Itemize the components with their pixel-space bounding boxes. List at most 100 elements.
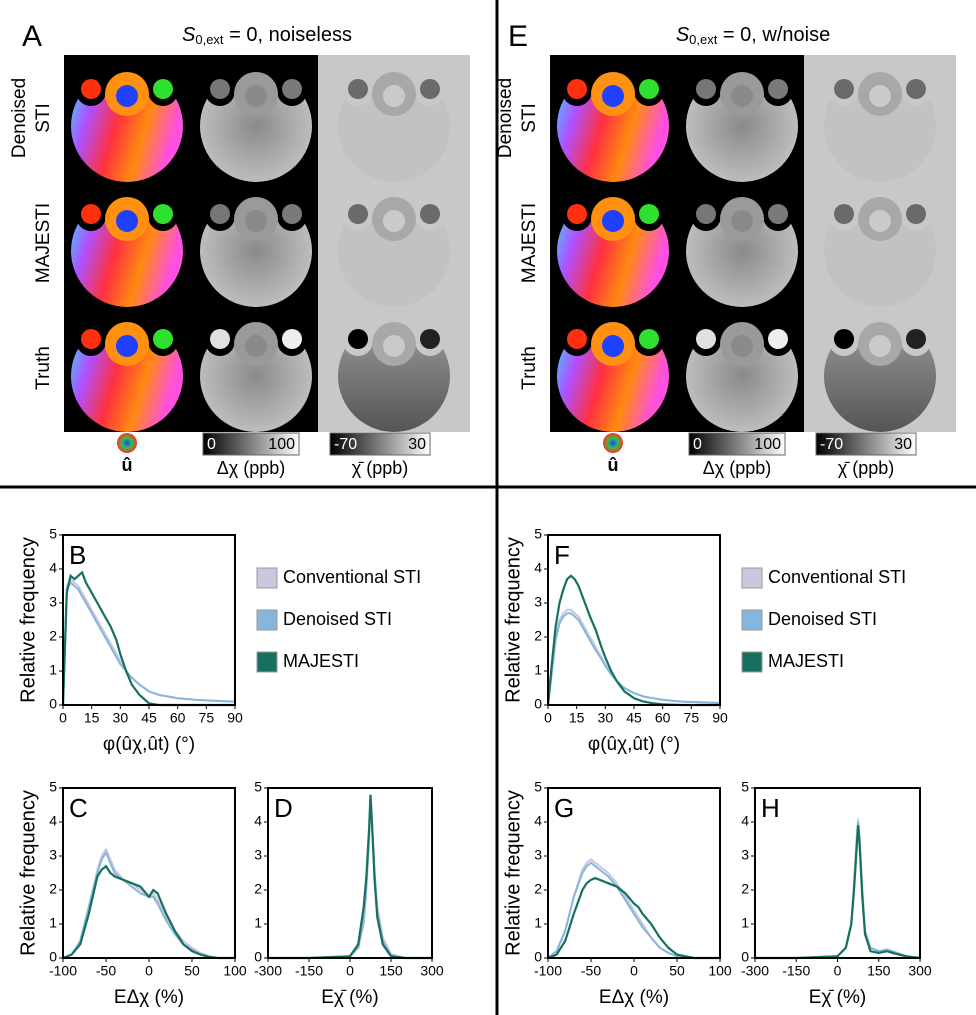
colorbar-min: -70 bbox=[334, 436, 357, 453]
x-axis-label: φ(ûχ,ût) (°) bbox=[588, 734, 680, 755]
x-tick-label: 60 bbox=[655, 710, 671, 726]
x-tick-label: 45 bbox=[626, 710, 642, 726]
phantom-core bbox=[602, 210, 624, 232]
panel-letter: C bbox=[69, 793, 88, 823]
y-tick-label: 0 bbox=[49, 949, 57, 965]
panel-title: S0,ext = 0, w/noise bbox=[676, 24, 830, 47]
series-line bbox=[755, 825, 921, 960]
phantom-core bbox=[245, 85, 267, 107]
colorbar-max: 30 bbox=[894, 436, 912, 453]
y-tick-label: 5 bbox=[254, 779, 262, 795]
y-tick-label: 5 bbox=[534, 779, 542, 795]
x-axis-label: Eχ̄ (%) bbox=[321, 987, 378, 1008]
phantom-core bbox=[869, 210, 891, 232]
x-tick-label: -100 bbox=[534, 963, 562, 979]
phantom-blob bbox=[420, 329, 440, 349]
y-tick-label: 3 bbox=[534, 594, 542, 610]
phantom-blob bbox=[81, 79, 101, 99]
row-label: STI bbox=[33, 103, 54, 133]
panel-title: S0,ext = 0, noiseless bbox=[182, 24, 352, 47]
x-tick-label: 30 bbox=[113, 710, 129, 726]
phantom-core bbox=[116, 85, 138, 107]
phantom-blob bbox=[420, 79, 440, 99]
series-line bbox=[62, 850, 235, 959]
phantom-core bbox=[245, 335, 267, 357]
x-tick-label: 0 bbox=[834, 963, 842, 979]
title-subscript: 0,ext bbox=[195, 32, 224, 47]
y-tick-label: 1 bbox=[534, 915, 542, 931]
x-tick-label: -150 bbox=[782, 963, 810, 979]
title-symbol: S bbox=[182, 24, 196, 46]
phantom-core bbox=[383, 210, 405, 232]
x-tick-label: 75 bbox=[684, 710, 700, 726]
x-tick-label: 0 bbox=[346, 963, 354, 979]
colorbar bbox=[202, 432, 300, 456]
y-tick-label: 2 bbox=[49, 628, 57, 644]
legend-label: Denoised STI bbox=[283, 609, 392, 629]
series-line bbox=[61, 570, 235, 707]
y-tick-label: 4 bbox=[534, 560, 542, 576]
y-tick-label: 0 bbox=[49, 696, 57, 712]
phantom-blob bbox=[153, 79, 173, 99]
phantom-core bbox=[116, 335, 138, 357]
series-line bbox=[62, 577, 236, 706]
phantom-core bbox=[869, 85, 891, 107]
y-tick-label: 1 bbox=[254, 915, 262, 931]
y-tick-label: 1 bbox=[49, 662, 57, 678]
series-line bbox=[547, 858, 720, 959]
row-label: Truth bbox=[519, 346, 540, 390]
phantom-blob bbox=[834, 204, 854, 224]
phantom-blob bbox=[282, 79, 302, 99]
x-tick-label: 75 bbox=[199, 710, 215, 726]
colorbar-label: Δχ (ppb) bbox=[703, 458, 772, 478]
legend-swatch bbox=[256, 567, 278, 589]
x-tick-label: -50 bbox=[96, 963, 116, 979]
phantom-core bbox=[383, 85, 405, 107]
colorbar-max: 100 bbox=[754, 436, 781, 453]
legend-swatch bbox=[256, 651, 278, 673]
direction-ball bbox=[603, 433, 623, 453]
y-tick-label: 4 bbox=[534, 813, 542, 829]
legend-swatch bbox=[741, 567, 763, 589]
y-axis-label: Relative frequency bbox=[17, 537, 39, 703]
legend-swatch bbox=[741, 651, 763, 673]
colorbar-label: Δχ (ppb) bbox=[217, 458, 286, 478]
y-tick-label: 4 bbox=[254, 813, 262, 829]
phantom-blob bbox=[768, 329, 788, 349]
panel-letter: H bbox=[761, 793, 780, 823]
series-line bbox=[62, 864, 235, 960]
x-tick-label: -100 bbox=[49, 963, 77, 979]
series-line bbox=[547, 876, 720, 960]
y-axis-label: Relative frequency bbox=[502, 537, 524, 703]
phantom-blob bbox=[906, 329, 926, 349]
phantom-blob bbox=[81, 204, 101, 224]
legend-label: Conventional STI bbox=[768, 567, 906, 587]
colorbar-label: χ̄ (ppb) bbox=[352, 458, 408, 478]
y-tick-label: 0 bbox=[741, 949, 749, 965]
legend-swatch bbox=[741, 609, 763, 631]
y-tick-label: 2 bbox=[534, 881, 542, 897]
colorbar-min: -70 bbox=[820, 436, 843, 453]
title-text: = 0, w/noise bbox=[717, 24, 830, 46]
phantom-blob bbox=[420, 204, 440, 224]
phantom-blob bbox=[348, 79, 368, 99]
phantom-blob bbox=[639, 329, 659, 349]
phantom-blob bbox=[768, 79, 788, 99]
plot-frame bbox=[62, 787, 236, 959]
colorbar-label: χ̄ (ppb) bbox=[838, 458, 894, 478]
x-tick-label: 0 bbox=[630, 963, 638, 979]
series-line bbox=[546, 574, 720, 707]
x-tick-label: 100 bbox=[223, 963, 247, 979]
y-tick-label: 4 bbox=[49, 813, 57, 829]
panel-letter: G bbox=[554, 793, 574, 823]
x-tick-label: 0 bbox=[145, 963, 153, 979]
phantom-core bbox=[116, 210, 138, 232]
phantom-core bbox=[869, 335, 891, 357]
title-subscript: 0,ext bbox=[689, 32, 718, 47]
phantom-blob bbox=[639, 204, 659, 224]
row-label: STI bbox=[519, 103, 540, 133]
y-tick-label: 3 bbox=[254, 847, 262, 863]
y-tick-label: 0 bbox=[254, 949, 262, 965]
y-tick-label: 5 bbox=[534, 526, 542, 542]
